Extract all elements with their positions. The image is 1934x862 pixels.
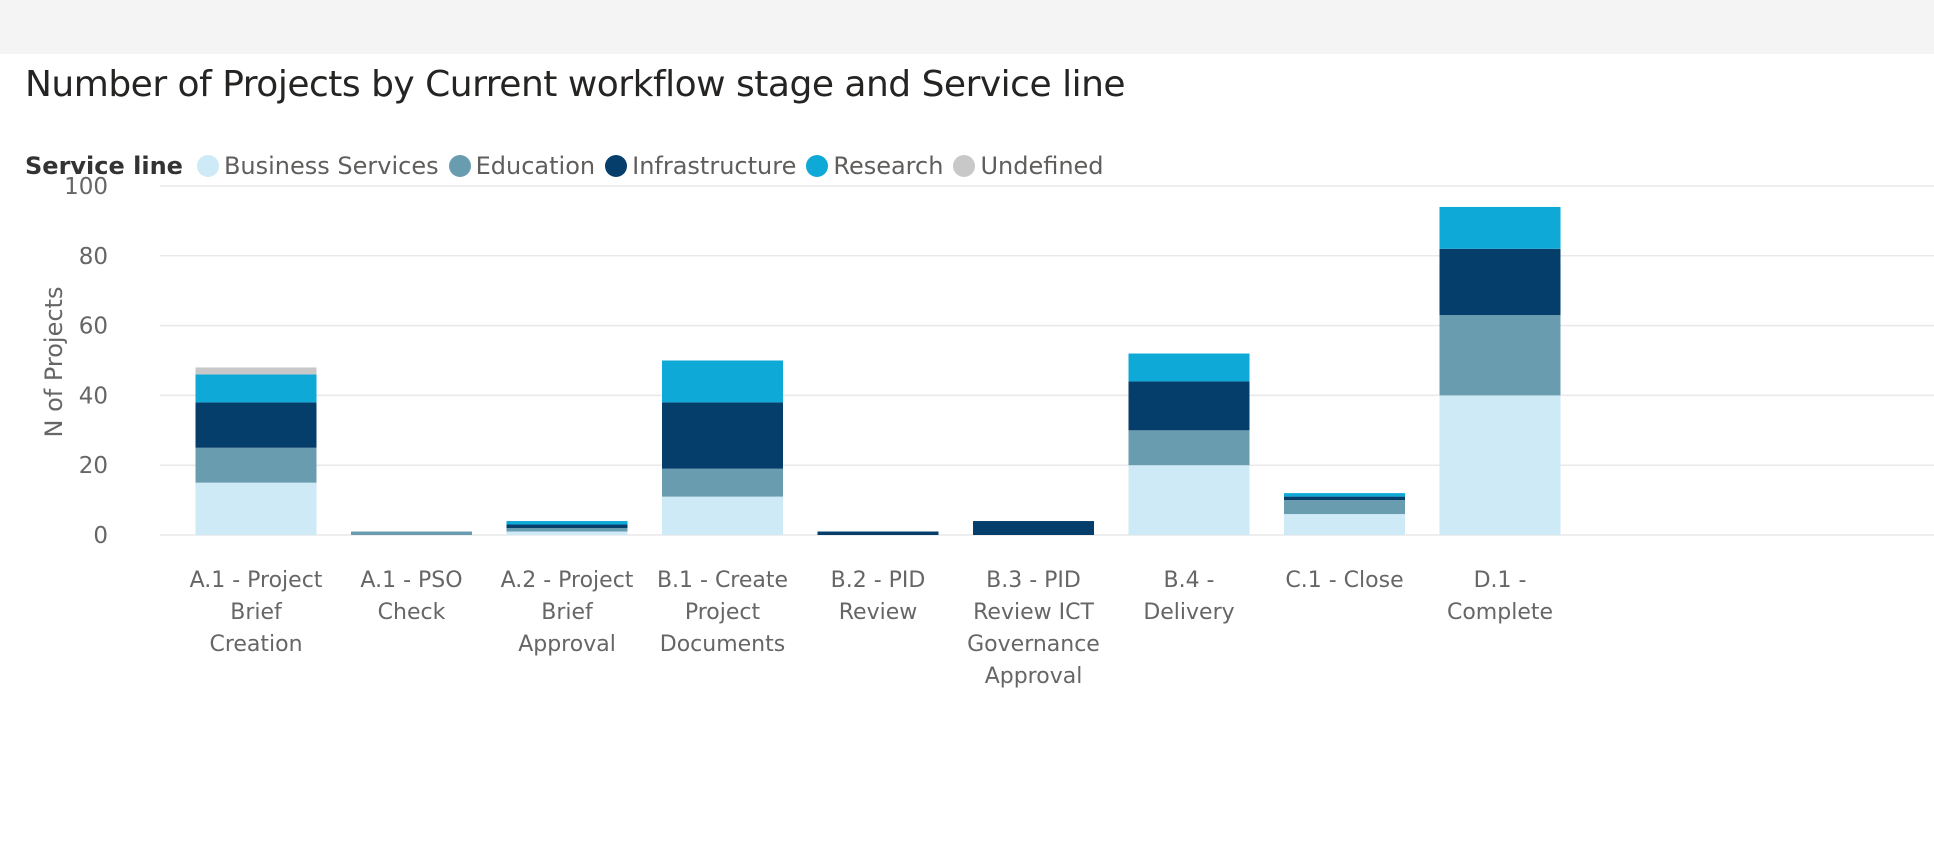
- x-category-label: B.3 - PID: [986, 568, 1081, 593]
- bar-segment-business-services[interactable]: [1128, 465, 1250, 535]
- bar-segment-research[interactable]: [662, 360, 783, 403]
- bar-segment-infrastructure[interactable]: [1439, 248, 1561, 316]
- legend-dot-icon: [953, 155, 976, 177]
- legend-dot-icon: [448, 155, 471, 177]
- x-category-label: Brief: [541, 600, 594, 625]
- legend-label: Research: [833, 152, 944, 180]
- x-category-label: A.1 - PSO: [360, 568, 462, 593]
- bar-segment-research[interactable]: [195, 374, 317, 403]
- legend-item-business-services[interactable]: Business Services: [196, 152, 439, 180]
- legend-label: Infrastructure: [632, 152, 797, 180]
- legend-label: Undefined: [980, 152, 1104, 180]
- bar-segment-infrastructure[interactable]: [1284, 496, 1405, 501]
- x-category-label: Creation: [209, 632, 302, 657]
- bar-segment-education[interactable]: [351, 531, 472, 535]
- legend-item-infrastructure[interactable]: Infrastructure: [605, 152, 796, 180]
- y-axis-label: N of Projects: [40, 287, 68, 438]
- y-tick-label: 40: [79, 383, 108, 409]
- header-strip: [0, 0, 1934, 54]
- y-tick-label: 60: [79, 314, 108, 340]
- legend-title: Service line: [25, 152, 183, 180]
- legend-dot-icon: [605, 155, 628, 177]
- bar-segment-infrastructure[interactable]: [973, 521, 1094, 535]
- bar-segment-education[interactable]: [1284, 500, 1405, 515]
- legend-item-education[interactable]: Education: [448, 152, 596, 180]
- x-axis-categories: A.1 - Project Brief Creation A.1 - PSO Check…: [190, 568, 1553, 689]
- x-category-label: Approval: [518, 632, 616, 657]
- legend-dot-icon: [196, 155, 219, 177]
- bar-segment-undefined[interactable]: [195, 367, 317, 375]
- legend-item-research[interactable]: Research: [806, 152, 943, 180]
- y-tick-label: 80: [79, 244, 108, 270]
- bar-segment-business-services[interactable]: [1284, 514, 1405, 535]
- x-category-label: Project: [685, 600, 761, 625]
- bar-segment-infrastructure[interactable]: [1128, 381, 1250, 431]
- legend-dot-icon: [806, 155, 829, 177]
- y-axis-ticks: 0 20 40 60 80 100: [64, 174, 108, 549]
- x-category-label: C.1 - Close: [1285, 568, 1403, 593]
- x-category-label: B.2 - PID: [831, 568, 926, 593]
- bar-segment-research[interactable]: [1439, 206, 1561, 249]
- y-tick-label: 100: [64, 174, 108, 200]
- legend-label: Education: [475, 152, 596, 180]
- x-category-label: B.4 -: [1163, 568, 1214, 593]
- x-category-label: Check: [378, 600, 446, 625]
- bar-segment-research[interactable]: [1284, 493, 1405, 497]
- bar-segment-education[interactable]: [1439, 315, 1561, 396]
- bar-segment-business-services[interactable]: [662, 496, 783, 535]
- legend-label: Business Services: [223, 152, 439, 180]
- x-category-label: Delivery: [1143, 600, 1234, 625]
- bars: [195, 206, 1561, 535]
- y-tick-label: 20: [79, 453, 108, 479]
- bar-segment-infrastructure[interactable]: [506, 524, 628, 529]
- x-category-label: Documents: [660, 632, 785, 657]
- bar-segment-business-services[interactable]: [195, 482, 317, 535]
- y-tick-label: 0: [93, 523, 108, 549]
- legend: Service line Business Services Education…: [25, 152, 1114, 180]
- bar-segment-research[interactable]: [1128, 353, 1250, 382]
- chart-title: Number of Projects by Current workflow s…: [25, 64, 1126, 105]
- bar-segment-infrastructure[interactable]: [817, 531, 939, 535]
- x-category-label: Brief: [230, 600, 283, 625]
- x-category-label: Review: [839, 600, 918, 625]
- x-category-label: A.1 - Project: [190, 568, 323, 593]
- bar-segment-education[interactable]: [506, 528, 628, 532]
- x-category-label: B.1 - Create: [657, 568, 788, 593]
- bar-segment-infrastructure[interactable]: [195, 402, 317, 448]
- x-category-label: Approval: [985, 664, 1083, 689]
- bar-segment-education[interactable]: [662, 468, 783, 497]
- gridlines: [160, 185, 1934, 536]
- x-category-label: D.1 -: [1474, 568, 1527, 593]
- bar-segment-infrastructure[interactable]: [662, 402, 783, 469]
- legend-item-undefined[interactable]: Undefined: [953, 152, 1104, 180]
- bar-segment-research[interactable]: [506, 521, 628, 525]
- x-category-label: A.2 - Project: [501, 568, 634, 593]
- x-category-label: Governance: [967, 632, 1100, 657]
- x-category-label: Review ICT: [973, 600, 1094, 625]
- bar-segment-business-services[interactable]: [1439, 395, 1561, 535]
- x-category-label: Complete: [1447, 600, 1553, 625]
- bar-segment-business-services[interactable]: [506, 531, 628, 535]
- bar-segment-education[interactable]: [1128, 430, 1250, 466]
- bar-segment-education[interactable]: [195, 447, 317, 483]
